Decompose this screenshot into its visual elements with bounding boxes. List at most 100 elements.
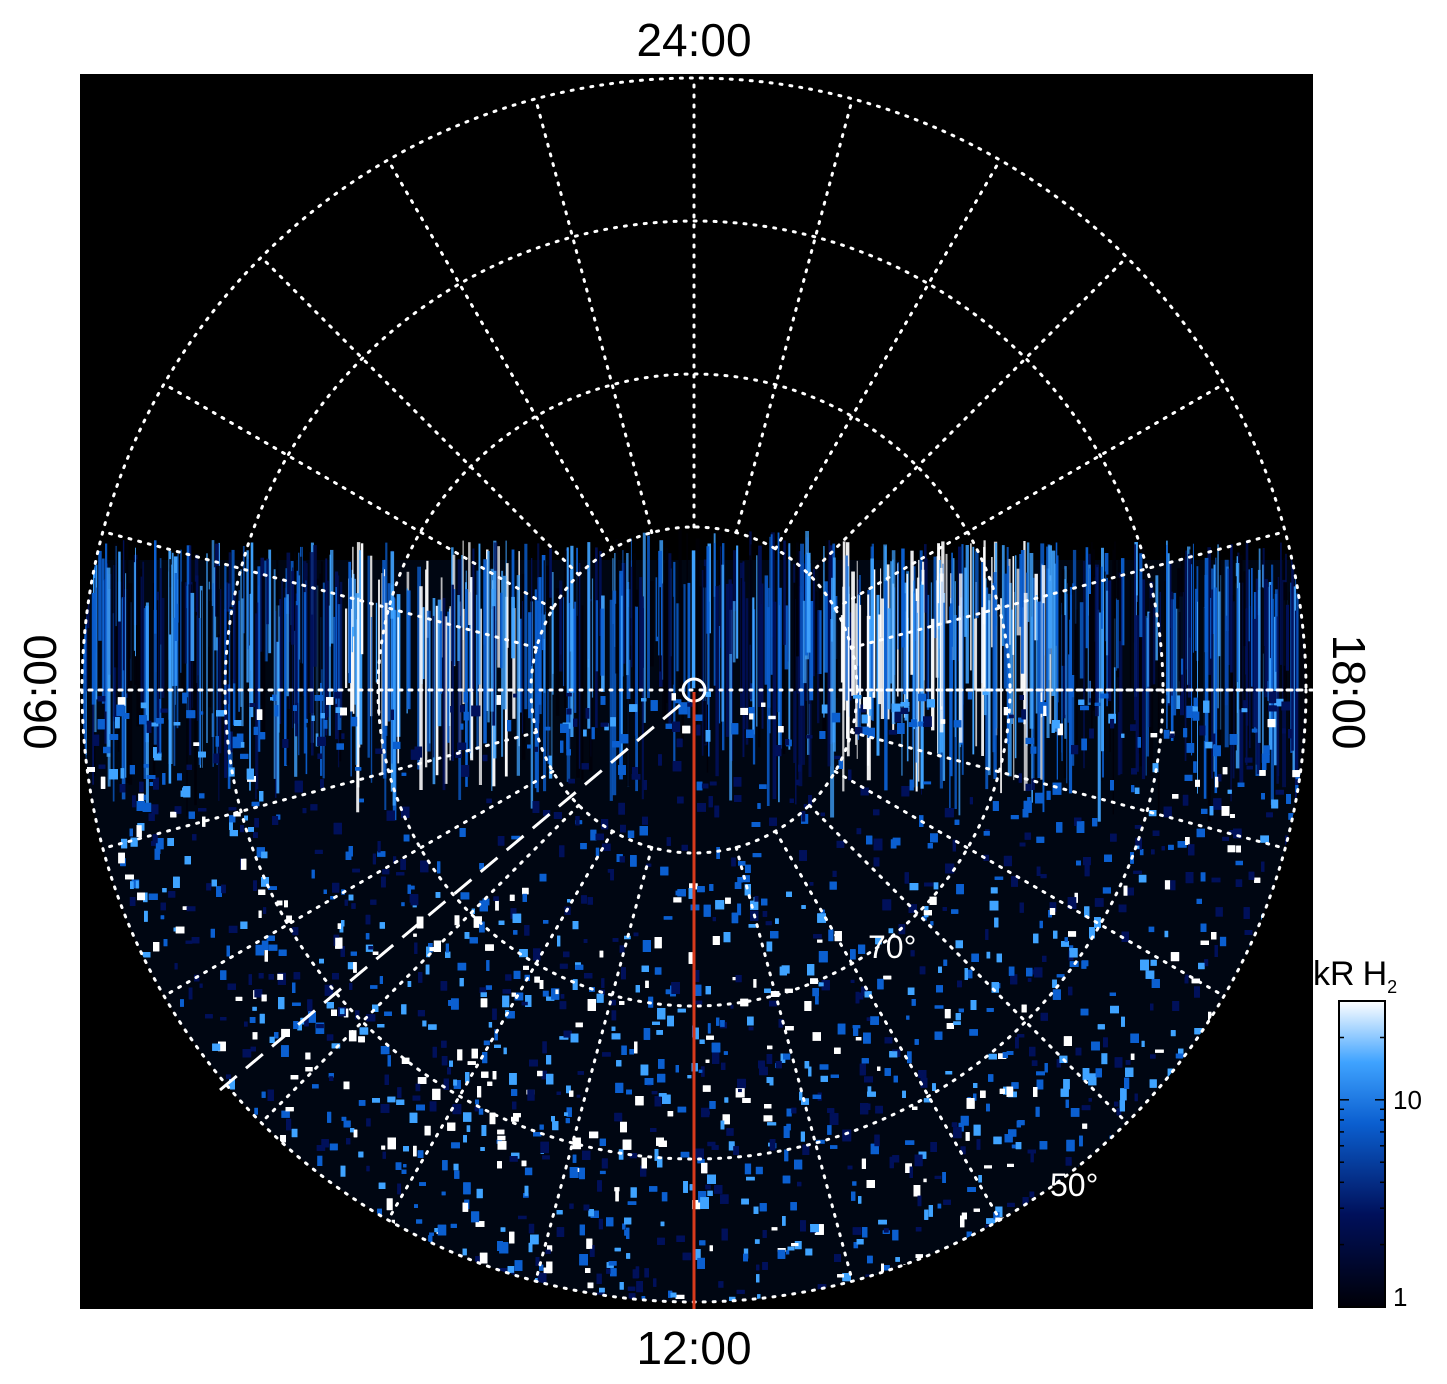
emission-speckle [1092, 818, 1098, 827]
emission-speckle [737, 877, 743, 883]
emission-streak [1274, 616, 1278, 766]
emission-speckle [569, 1167, 579, 1178]
emission-speckle [995, 1206, 1003, 1217]
emission-speckle [986, 951, 991, 959]
emission-streak [1000, 598, 1002, 794]
emission-streak [1068, 569, 1070, 655]
emission-speckle [668, 1290, 673, 1298]
emission-speckle [401, 902, 405, 907]
emission-speckle [834, 755, 841, 760]
emission-speckle [888, 928, 894, 934]
emission-speckle [323, 720, 328, 729]
emission-streak [1106, 590, 1110, 656]
emission-speckle [1268, 705, 1277, 712]
emission-speckle [1065, 1157, 1072, 1166]
emission-speckle [324, 984, 334, 996]
emission-speckle [807, 964, 815, 976]
emission-speckle [805, 1248, 813, 1256]
emission-streak [470, 577, 474, 761]
emission-speckle [923, 1098, 932, 1103]
emission-speckle [635, 1096, 644, 1106]
emission-speckle [403, 1164, 407, 1168]
emission-speckle [518, 1215, 527, 1220]
emission-speckle [946, 1023, 954, 1029]
emission-speckle [630, 1187, 637, 1198]
emission-speckle [297, 1024, 302, 1031]
emission-speckle [566, 1085, 571, 1094]
emission-speckle [249, 703, 255, 707]
emission-speckle [1056, 822, 1063, 833]
emission-streak [959, 573, 963, 743]
emission-speckle [129, 897, 136, 906]
emission-streak [176, 603, 179, 729]
emission-streak [591, 578, 594, 698]
emission-streak [248, 548, 250, 646]
emission-streak [1207, 547, 1211, 675]
emission-speckle [799, 850, 807, 861]
emission-speckle [767, 1045, 773, 1050]
emission-streak [145, 602, 149, 808]
emission-speckle [694, 984, 702, 996]
emission-speckle [831, 712, 841, 723]
emission-speckle [1191, 706, 1198, 712]
emission-streak [847, 566, 849, 627]
emission-speckle [976, 1139, 981, 1150]
emission-speckle [199, 711, 204, 715]
emission-speckle [412, 1095, 421, 1101]
emission-speckle [585, 1268, 591, 1273]
emission-speckle [1195, 779, 1200, 787]
emission-streak [524, 543, 528, 710]
emission-speckle [358, 1100, 366, 1106]
emission-streak [659, 587, 661, 672]
emission-speckle [1027, 978, 1032, 982]
emission-speckle [475, 1099, 479, 1105]
emission-speckle [537, 1070, 543, 1077]
emission-streak [238, 590, 240, 687]
emission-speckle [804, 1061, 810, 1069]
emission-streak [924, 544, 927, 613]
emission-streak [233, 591, 236, 684]
emission-streak [1296, 593, 1299, 692]
emission-speckle [345, 851, 352, 860]
emission-streak [98, 550, 102, 641]
emission-streak [756, 555, 758, 727]
emission-speckle [559, 1036, 569, 1040]
emission-speckle [1267, 719, 1276, 728]
emission-speckle [191, 937, 200, 944]
emission-streak [760, 604, 763, 696]
emission-streak [858, 604, 862, 709]
emission-streak [432, 615, 435, 758]
emission-streak [135, 547, 136, 657]
emission-speckle [653, 1278, 657, 1287]
emission-streak [750, 544, 753, 684]
emission-streak [1269, 584, 1271, 659]
emission-streak [241, 598, 244, 727]
emission-speckle [321, 1139, 329, 1148]
emission-speckle [457, 1049, 463, 1061]
emission-speckle [524, 925, 530, 936]
emission-streak [536, 600, 539, 793]
emission-streak [266, 558, 269, 625]
emission-speckle [519, 949, 528, 958]
emission-speckle [213, 753, 219, 764]
emission-speckle [109, 769, 118, 780]
emission-speckle [138, 793, 144, 805]
emission-speckle [225, 1074, 231, 1079]
emission-speckle [654, 937, 662, 949]
emission-streak [815, 591, 818, 674]
emission-speckle [973, 1124, 981, 1136]
emission-streak [1285, 604, 1289, 671]
emission-speckle [804, 1001, 812, 1011]
emission-speckle [892, 1155, 900, 1163]
emission-streak [1173, 592, 1177, 716]
emission-speckle [355, 767, 362, 771]
emission-speckle [513, 693, 517, 698]
emission-speckle [131, 879, 140, 889]
emission-streak [691, 550, 696, 689]
emission-streak [699, 586, 703, 688]
emission-speckle [1121, 931, 1129, 942]
emission-streak [647, 535, 650, 698]
emission-speckle [534, 976, 540, 983]
emission-speckle [1138, 874, 1147, 883]
emission-speckle [281, 1028, 290, 1037]
